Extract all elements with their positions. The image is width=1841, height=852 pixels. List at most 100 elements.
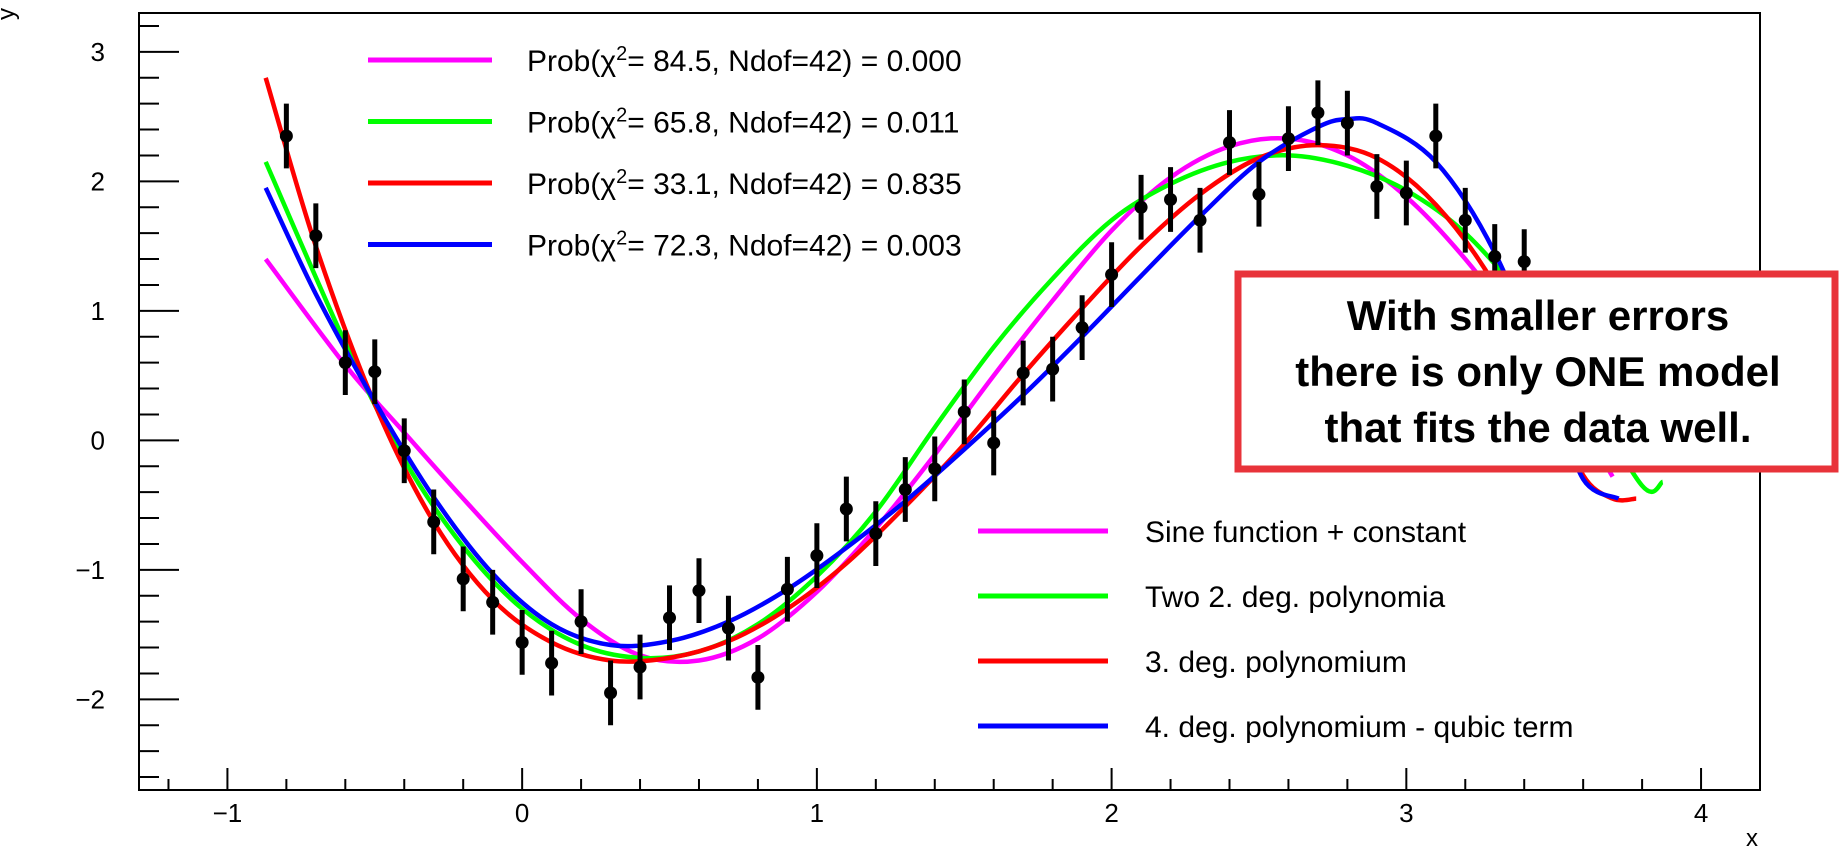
data-point	[1105, 242, 1119, 307]
data-point	[1281, 106, 1295, 171]
data-marker	[309, 229, 323, 243]
data-point	[663, 585, 677, 651]
data-marker	[839, 502, 853, 516]
data-point	[810, 523, 824, 588]
data-point	[1252, 161, 1266, 227]
data-marker	[486, 595, 500, 609]
chi2-legend-text: Prob(χ2= 33.1, Ndof=42) = 0.835	[527, 166, 962, 201]
data-marker	[1399, 186, 1413, 200]
data-point	[928, 436, 942, 502]
data-point	[751, 644, 765, 710]
data-point	[721, 595, 735, 661]
data-point	[633, 634, 647, 700]
data-marker	[604, 686, 618, 700]
data-marker	[957, 405, 971, 419]
x-tick-label: 3	[1399, 798, 1413, 828]
data-marker	[1252, 187, 1266, 201]
data-marker	[1311, 106, 1325, 120]
data-point	[456, 546, 470, 612]
data-point	[279, 103, 293, 169]
chi2-legend: Prob(χ2= 84.5, Ndof=42) = 0.000 Prob(χ2= …	[368, 43, 962, 263]
x-tick-label: 0	[515, 798, 529, 828]
data-point	[692, 558, 706, 623]
data-point	[368, 339, 382, 405]
legend-label: 3. deg. polynomium	[1145, 646, 1407, 679]
x-tick-label: 1	[810, 798, 824, 828]
data-point	[1458, 187, 1472, 253]
data-point	[957, 379, 971, 445]
data-marker	[1517, 255, 1531, 269]
data-point	[1193, 187, 1207, 253]
data-points	[279, 80, 1531, 726]
data-point	[545, 630, 559, 696]
data-point	[427, 489, 441, 555]
data-point	[869, 501, 883, 566]
data-marker	[279, 129, 293, 143]
data-point	[987, 410, 1001, 476]
chi2-legend-text: Prob(χ2= 65.8, Ndof=42) = 0.011	[527, 105, 959, 140]
data-point	[1399, 160, 1413, 226]
data-marker	[1281, 132, 1295, 146]
data-marker	[1340, 116, 1354, 130]
x-axis-title: x	[1746, 825, 1758, 852]
annotation-box: With smaller errors there is only ONE mod…	[1234, 270, 1839, 473]
data-marker	[397, 444, 411, 458]
data-marker	[1046, 362, 1060, 376]
fit-curve	[263, 115, 1620, 649]
data-marker	[545, 656, 559, 670]
data-marker	[633, 660, 647, 674]
annotation-line: there is only ONE model	[1295, 348, 1780, 395]
data-point	[1340, 90, 1354, 156]
data-marker	[515, 635, 529, 649]
data-marker	[987, 436, 1001, 450]
data-marker	[427, 515, 441, 529]
data-marker	[368, 365, 382, 379]
data-point	[574, 589, 588, 655]
data-marker	[1134, 200, 1148, 214]
data-point	[1075, 295, 1089, 361]
data-marker	[928, 462, 942, 476]
data-point	[839, 476, 853, 542]
data-marker	[721, 621, 735, 635]
data-marker	[898, 483, 912, 497]
model-legend: Sine function + constant Two 2. deg. poly…	[978, 516, 1574, 744]
annotation-line: With smaller errors	[1347, 292, 1729, 339]
data-marker	[456, 572, 470, 586]
data-point	[1046, 336, 1060, 402]
data-point	[1222, 110, 1236, 175]
data-point	[1311, 80, 1325, 146]
data-point	[486, 569, 500, 635]
data-marker	[1105, 268, 1119, 282]
y-tick-label: −2	[75, 684, 105, 714]
data-point	[1134, 174, 1148, 240]
data-point	[338, 330, 352, 396]
data-point	[309, 203, 323, 269]
data-marker	[869, 527, 883, 541]
data-point	[604, 660, 618, 726]
data-point	[1016, 340, 1030, 406]
x-tick-label: −1	[213, 798, 243, 828]
data-marker	[1222, 136, 1236, 149]
data-marker	[1075, 321, 1089, 335]
data-point	[515, 609, 529, 675]
data-point	[898, 457, 912, 522]
data-point	[1429, 103, 1443, 169]
fit-curve	[263, 135, 1615, 665]
legend-label: Sine function + constant	[1145, 516, 1467, 549]
data-point	[1370, 154, 1384, 219]
data-marker	[780, 582, 794, 596]
data-marker	[810, 549, 824, 563]
data-marker	[751, 670, 765, 684]
data-marker	[1193, 213, 1207, 227]
y-tick-label: 0	[91, 425, 105, 455]
annotation-frame	[1234, 270, 1839, 473]
axis-ticks: −1 0 1 2 3 4 −2 −1 0 1 2 3	[75, 24, 1761, 828]
data-marker	[663, 611, 677, 625]
x-tick-label: 2	[1104, 798, 1118, 828]
data-marker	[1458, 213, 1472, 227]
data-marker	[338, 356, 352, 370]
y-tick-label: −1	[75, 555, 105, 585]
data-point	[780, 556, 794, 622]
chi2-legend-text: Prob(χ2= 84.5, Ndof=42) = 0.000	[527, 43, 962, 78]
